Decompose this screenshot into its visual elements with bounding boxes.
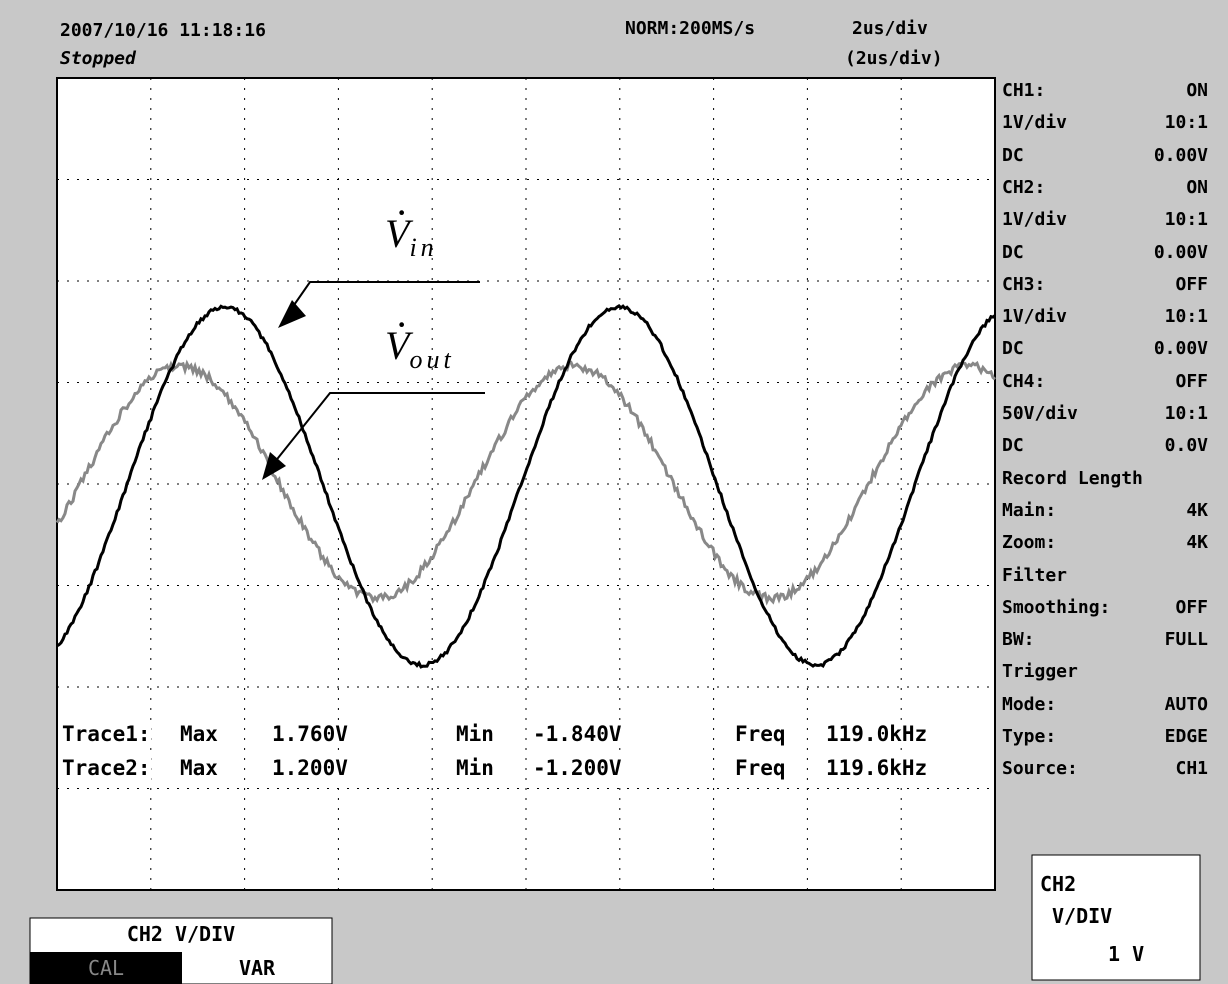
side-value: ON bbox=[1186, 80, 1208, 101]
side-value: 4K bbox=[1186, 532, 1208, 553]
timebase: 2us/div bbox=[852, 18, 928, 39]
side-label: CH2: bbox=[1002, 177, 1045, 198]
measurement-text: Min bbox=[456, 722, 494, 746]
side-label: Main: bbox=[1002, 500, 1056, 521]
vout-label: ·Vout bbox=[385, 322, 455, 375]
side-label: 1V/div bbox=[1002, 306, 1067, 327]
side-label: 50V/div bbox=[1002, 403, 1078, 424]
side-label: 1V/div bbox=[1002, 209, 1067, 230]
side-value: OFF bbox=[1175, 274, 1208, 295]
side-value: 10:1 bbox=[1165, 306, 1208, 327]
measurement-text: 1.760V bbox=[272, 722, 348, 746]
side-value: 10:1 bbox=[1165, 209, 1208, 230]
side-value: AUTO bbox=[1165, 694, 1208, 715]
side-label: BW: bbox=[1002, 629, 1035, 650]
side-label: Smoothing: bbox=[1002, 597, 1110, 618]
menu-option[interactable]: VAR bbox=[182, 956, 332, 980]
side-label: DC bbox=[1002, 338, 1024, 359]
side-value: OFF bbox=[1175, 597, 1208, 618]
side-value: CH1 bbox=[1175, 758, 1208, 779]
setting-value: 1 V bbox=[1108, 942, 1144, 966]
vout-dot: · bbox=[395, 301, 408, 348]
side-value: 0.00V bbox=[1154, 338, 1208, 359]
timestamp: 2007/10/16 11:18:16 bbox=[60, 20, 266, 41]
measurement-text: 119.6kHz bbox=[826, 756, 927, 780]
side-label: Trigger bbox=[1002, 661, 1078, 682]
measurement-text: Min bbox=[456, 756, 494, 780]
side-value: OFF bbox=[1175, 371, 1208, 392]
vin-subscript: in bbox=[409, 233, 437, 262]
menu-option[interactable]: CAL bbox=[30, 956, 182, 980]
side-label: DC bbox=[1002, 435, 1024, 456]
measurement-text: Max bbox=[180, 722, 218, 746]
plot-area bbox=[0, 0, 1228, 984]
menu-title: CH2 V/DIV bbox=[30, 922, 332, 946]
measurement-text: Max bbox=[180, 756, 218, 780]
sample-rate: NORM:200MS/s bbox=[625, 18, 755, 39]
measurement-text: Trace1: bbox=[62, 722, 151, 746]
side-label: Mode: bbox=[1002, 694, 1056, 715]
scope-screen: 2007/10/16 11:18:16 Stopped NORM:200MS/s… bbox=[0, 0, 1228, 984]
vout-subscript: out bbox=[409, 345, 454, 374]
side-label: CH4: bbox=[1002, 371, 1045, 392]
side-label: Filter bbox=[1002, 565, 1067, 586]
side-value: 0.00V bbox=[1154, 145, 1208, 166]
side-label: CH3: bbox=[1002, 274, 1045, 295]
measurement-text: Freq bbox=[735, 722, 786, 746]
measurement-text: 119.0kHz bbox=[826, 722, 927, 746]
side-label: Source: bbox=[1002, 758, 1078, 779]
zoom-timebase: (2us/div) bbox=[845, 48, 943, 69]
side-label: DC bbox=[1002, 145, 1024, 166]
measurement-text: -1.200V bbox=[533, 756, 622, 780]
side-label: DC bbox=[1002, 242, 1024, 263]
side-value: 0.0V bbox=[1165, 435, 1208, 456]
side-value: FULL bbox=[1165, 629, 1208, 650]
side-label: Type: bbox=[1002, 726, 1056, 747]
side-label: Record Length bbox=[1002, 468, 1143, 489]
side-value: 10:1 bbox=[1165, 403, 1208, 424]
side-value: ON bbox=[1186, 177, 1208, 198]
vin-dot: · bbox=[395, 189, 408, 236]
vin-label: ·Vin bbox=[385, 210, 438, 263]
side-value: EDGE bbox=[1165, 726, 1208, 747]
side-label: 1V/div bbox=[1002, 112, 1067, 133]
measurement-text: Trace2: bbox=[62, 756, 151, 780]
side-value: 4K bbox=[1186, 500, 1208, 521]
setting-channel: CH2 bbox=[1040, 872, 1076, 896]
status: Stopped bbox=[60, 48, 136, 69]
measurement-text: 1.200V bbox=[272, 756, 348, 780]
measurement-text: Freq bbox=[735, 756, 786, 780]
setting-label: V/DIV bbox=[1052, 904, 1112, 928]
measurement-text: -1.840V bbox=[533, 722, 622, 746]
side-value: 0.00V bbox=[1154, 242, 1208, 263]
side-label: CH1: bbox=[1002, 80, 1045, 101]
side-value: 10:1 bbox=[1165, 112, 1208, 133]
side-label: Zoom: bbox=[1002, 532, 1056, 553]
